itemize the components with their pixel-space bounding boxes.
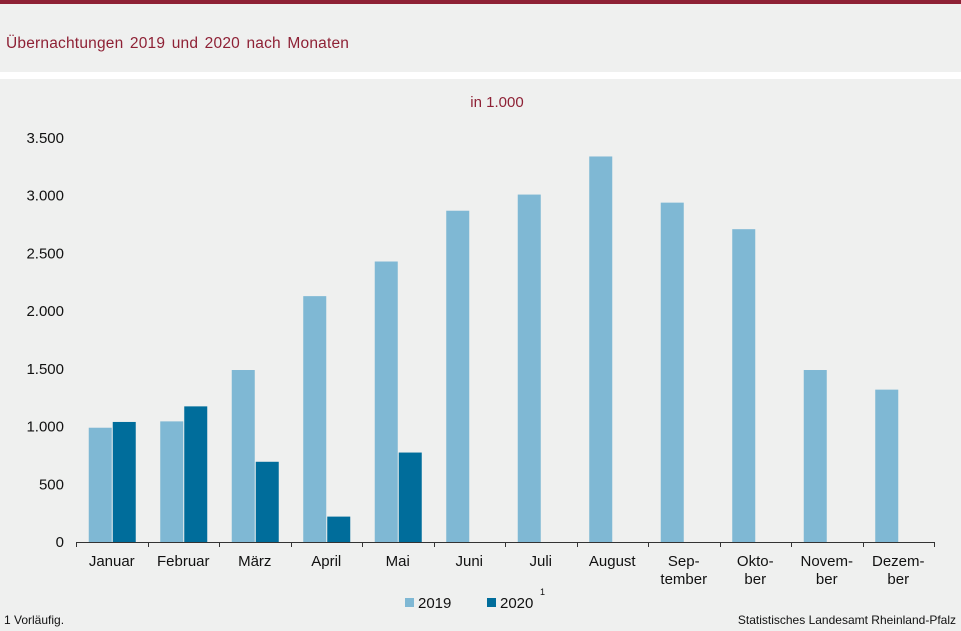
x-tick-label: ber <box>744 571 766 588</box>
chart-panel: in 1.000 0 500 1.000 1.500 2.000 2.500 3.000 3.5… <box>0 79 961 631</box>
y-tick-label: 0 <box>56 534 64 551</box>
x-tick-label: ber <box>887 571 909 588</box>
x-tick-label: Februar <box>157 553 210 570</box>
bar-2019 <box>875 389 899 542</box>
bar-chart: in 1.000 0 500 1.000 1.500 2.000 2.500 3.000 3.5… <box>4 94 956 627</box>
x-tick-label: Mai <box>386 553 410 570</box>
source-credit: Statistisches Landesamt Rheinland-Pfalz <box>738 613 956 627</box>
y-tick-label: 3.000 <box>26 188 64 205</box>
bar-2020 <box>184 406 208 542</box>
page-title: Übernachtungen 2019 und 2020 nach Monate… <box>6 35 350 52</box>
bar-2020 <box>255 461 279 542</box>
bar-2019 <box>517 194 541 542</box>
x-tick-label: Sep- <box>668 553 700 570</box>
header-panel: Übernachtungen 2019 und 2020 nach Monate… <box>0 4 961 72</box>
bar-2019 <box>589 156 613 542</box>
bar-2019 <box>303 296 327 542</box>
y-tick-label: 1.000 <box>26 419 64 436</box>
legend-swatch-2020 <box>487 598 496 607</box>
legend-footnote-marker: 1 <box>540 587 545 597</box>
x-tick-label: tember <box>660 571 707 588</box>
bar-2019 <box>660 202 684 542</box>
x-tick-label: Januar <box>89 553 135 570</box>
x-tick-label: April <box>311 553 341 570</box>
bar-2020 <box>112 421 136 542</box>
x-tick-label: Dezem- <box>872 553 925 570</box>
bar-2019 <box>231 370 255 542</box>
x-tick-label: März <box>238 553 271 570</box>
legend-swatch-2019 <box>405 598 414 607</box>
x-tick-label: Juni <box>455 553 483 570</box>
bar-2019 <box>732 229 756 542</box>
bar-2020 <box>327 516 351 542</box>
y-tick-label: 2.000 <box>26 303 64 320</box>
footnote: 1 Vorläufig. <box>4 613 64 627</box>
legend-label-2019: 2019 <box>418 595 451 612</box>
unit-label: in 1.000 <box>470 94 523 111</box>
bar-2019 <box>374 261 398 542</box>
legend-label-2020: 2020 <box>500 595 533 612</box>
bar-2019 <box>160 421 184 542</box>
x-tick-label: Okto- <box>737 553 774 570</box>
bar-2019 <box>446 210 470 542</box>
bar-2019 <box>803 370 827 542</box>
x-tick-label: August <box>589 553 637 570</box>
bar-2020 <box>398 452 422 542</box>
x-tick-label: Juli <box>529 553 552 570</box>
x-tick-label: Novem- <box>800 553 853 570</box>
y-tick-label: 2.500 <box>26 245 64 262</box>
y-tick-label: 3.500 <box>26 130 64 147</box>
y-tick-label: 1.500 <box>26 361 64 378</box>
x-tick-label: ber <box>816 571 838 588</box>
y-tick-label: 500 <box>39 476 64 493</box>
top-accent-bar <box>0 0 961 4</box>
bar-2019 <box>88 427 112 542</box>
